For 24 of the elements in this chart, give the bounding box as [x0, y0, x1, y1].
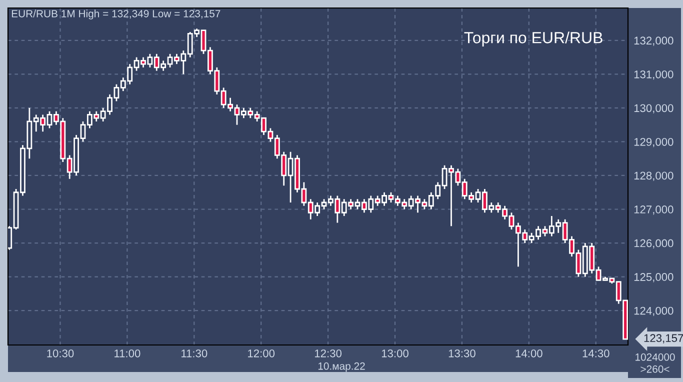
text: 1024000	[636, 353, 675, 361]
x-tick-label: 11:30	[181, 349, 208, 358]
text: >260<	[640, 365, 670, 373]
x-tick-label: 14:30	[582, 349, 610, 358]
x-tick-label: 14:00	[516, 349, 542, 358]
y-tick-label: 127,000	[634, 206, 674, 215]
y-tick-label: 131,000	[634, 70, 674, 80]
x-tick-label: 11:00	[114, 349, 140, 358]
text: 123,157	[644, 334, 683, 344]
chart-subtitle: EUR/RUB 1M High = 132,349 Low = 123,157	[12, 10, 220, 20]
x-tick-label: 13:30	[448, 349, 476, 358]
y-tick-label: 126,000	[634, 239, 674, 248]
y-tick-label: 124,000	[634, 306, 674, 316]
x-tick-label: 10:30	[47, 349, 74, 358]
text: Торги по EUR/RUB	[464, 32, 602, 46]
y-tick-label: 130,000	[634, 104, 674, 114]
x-tick-label: 12:30	[314, 349, 342, 358]
y-tick-label: 125,000	[634, 273, 674, 282]
y-tick-label: 132,000	[634, 36, 674, 46]
x-tick-label: 13:00	[382, 349, 408, 358]
text: 10.мар.22	[318, 362, 365, 372]
x-tick-label: 12:00	[248, 349, 275, 358]
y-tick-label: 128,000	[634, 172, 674, 181]
y-tick-label: 129,000	[634, 138, 674, 148]
